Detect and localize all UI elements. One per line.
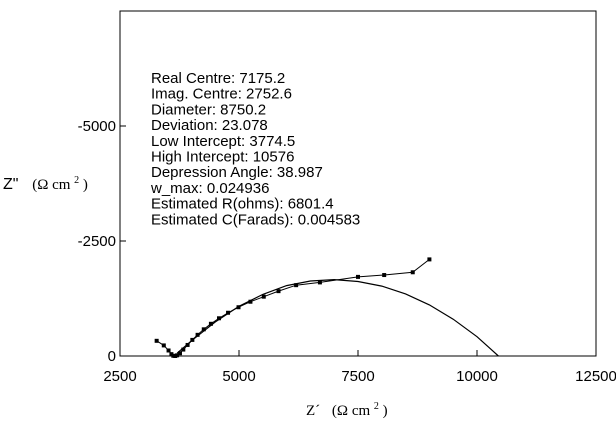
data-point <box>154 338 159 343</box>
data-point <box>177 351 182 356</box>
annotation-line: High Intercept: 10576 <box>151 149 294 166</box>
annotation-line: Estimated C(Farads): 0.004583 <box>151 211 360 228</box>
y-axis-unit-prefix: (Ω cm <box>32 177 71 193</box>
x-tick-label: 10000 <box>456 368 498 385</box>
data-point <box>248 299 253 304</box>
data-series-layer <box>154 257 432 358</box>
x-axis-unit-prefix: (Ω cm <box>332 403 371 419</box>
y-axis-ticks: 0 -2500 -5000 <box>78 118 126 365</box>
y-tick-label: -2500 <box>78 233 116 250</box>
data-point <box>382 273 387 278</box>
data-point <box>201 327 206 332</box>
y-axis-label: Z" <box>3 176 18 193</box>
data-point <box>261 294 266 299</box>
annotation-line: Real Centre: 7175.2 <box>151 70 285 87</box>
data-point <box>190 337 195 342</box>
x-tick-label: 2500 <box>103 368 136 385</box>
x-axis-title: Z´ (Ω cm 2 ) <box>306 397 388 419</box>
data-point <box>166 348 171 353</box>
x-axis-unit-suffix: ) <box>383 403 388 419</box>
data-point <box>175 353 180 358</box>
data-point <box>427 257 432 262</box>
x-axis-label: Z´ <box>306 403 320 419</box>
x-axis-unit-exp: 2 <box>374 401 379 412</box>
annotation-line: Imag. Centre: 2752.6 <box>151 86 292 103</box>
annotation-line: Low Intercept: 3774.5 <box>151 133 295 150</box>
annotation-line: w_max: 0.024936 <box>150 180 269 197</box>
y-axis-unit-suffix: ) <box>83 177 88 193</box>
data-point <box>195 332 200 337</box>
fit-arc-layer <box>176 278 499 357</box>
annotation-line: Deviation: 23.078 <box>151 117 268 134</box>
y-axis-unit-exp: 2 <box>74 175 79 186</box>
data-point <box>276 289 281 294</box>
y-tick-label: 0 <box>108 348 116 365</box>
fit-arc-curve <box>176 278 499 357</box>
data-point <box>217 316 222 321</box>
x-axis-ticks: 2500 5000 7500 10000 12500 <box>103 350 616 385</box>
annotation-line: Estimated R(ohms): 6801.4 <box>151 196 334 213</box>
data-point <box>226 310 231 315</box>
data-point <box>294 283 299 288</box>
data-series-line <box>156 259 430 357</box>
x-tick-label: 5000 <box>222 368 255 385</box>
data-point <box>185 342 190 347</box>
data-point <box>356 274 360 279</box>
data-point <box>410 270 415 275</box>
data-point <box>208 321 213 326</box>
data-point <box>181 347 186 352</box>
data-point <box>161 343 166 348</box>
data-point <box>236 305 241 310</box>
y-axis-title: Z" (Ω cm 2 ) <box>3 171 88 193</box>
data-point <box>317 280 322 285</box>
annotation-line: Depression Angle: 38.987 <box>151 164 323 181</box>
y-tick-label: -5000 <box>78 118 116 135</box>
x-tick-label: 7500 <box>341 368 374 385</box>
x-tick-label: 12500 <box>575 368 616 385</box>
annotation-line: Diameter: 8750.2 <box>151 101 266 118</box>
